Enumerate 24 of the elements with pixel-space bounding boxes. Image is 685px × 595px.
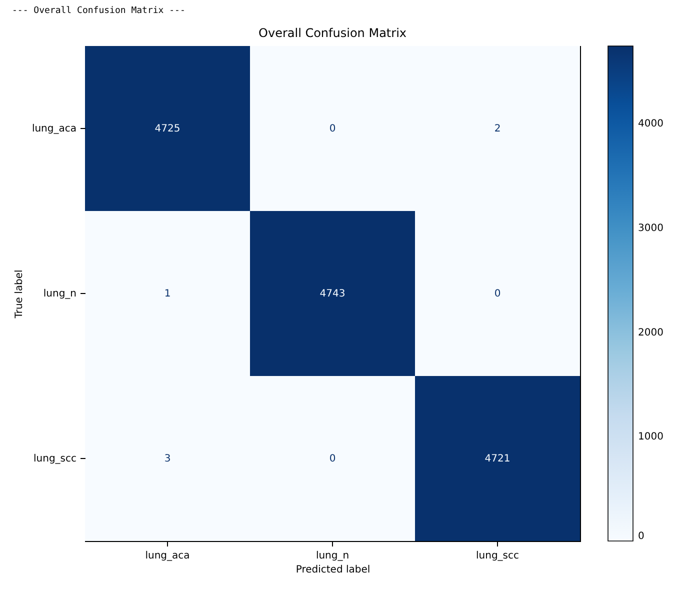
y-tick-label: lung_scc <box>33 454 76 464</box>
data-label: 4725 <box>154 124 180 134</box>
color-bar-label: 1000 <box>638 432 664 443</box>
x-tick-label: lung_scc <box>476 550 520 562</box>
text: --- Overall Confusion Matrix --- <box>12 6 186 16</box>
color-bar-label: 3000 <box>638 222 664 234</box>
data-label: 0 <box>494 288 501 300</box>
data-label: 4721 <box>484 454 510 464</box>
color-bar-label: 2000 <box>638 327 664 338</box>
x-tick-label: lung_n <box>316 550 350 562</box>
x-tick-label: lung_aca <box>145 550 190 562</box>
chart-title: Overall Confusion Matrix <box>258 26 406 40</box>
data-label: 3 <box>164 454 171 464</box>
color-bar-label: 0 <box>638 531 644 542</box>
data-label: 0 <box>329 124 336 134</box>
data-label: 1 <box>164 288 171 300</box>
y-tick-label: lung_aca <box>32 124 76 134</box>
data-label: 2 <box>494 124 501 134</box>
y-tick-label: lung_n <box>43 288 76 300</box>
x-axis-title: Predicted label <box>296 564 370 576</box>
y-axis-title: True label <box>14 270 25 320</box>
data-label: 0 <box>329 454 336 464</box>
color-bar-label: 4000 <box>638 118 664 130</box>
data-label: 4743 <box>320 288 346 300</box>
